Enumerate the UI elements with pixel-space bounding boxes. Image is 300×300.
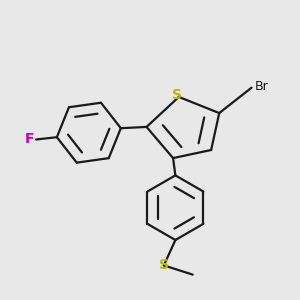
Text: S: S <box>159 258 169 272</box>
Text: Br: Br <box>255 80 269 93</box>
Text: F: F <box>24 133 34 146</box>
Text: S: S <box>172 88 182 102</box>
